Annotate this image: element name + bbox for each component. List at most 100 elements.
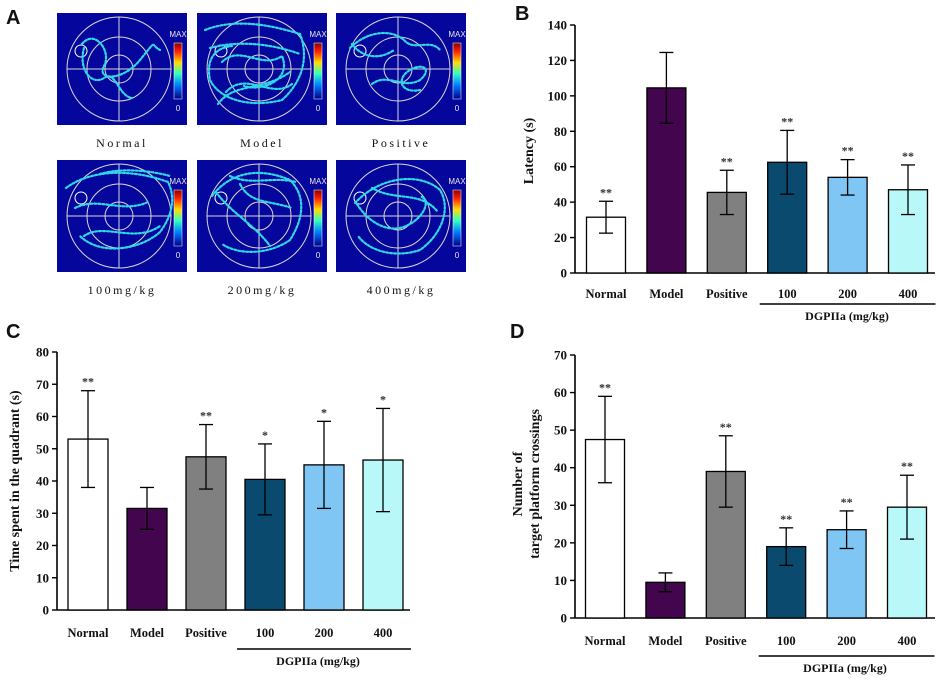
y-tick-label: 0	[43, 603, 50, 618]
heat-scale-min-label: 0	[176, 251, 181, 260]
heatmap-tile: MAX 0	[197, 160, 327, 272]
heat-scale-bar	[452, 42, 462, 100]
category-label: 100	[256, 626, 275, 640]
platform-marker	[353, 191, 367, 205]
y-tick-label: 140	[548, 18, 568, 33]
significance-marker: *	[380, 392, 386, 406]
y-tick-label: 20	[554, 230, 567, 245]
panel-d-letter: D	[510, 321, 524, 343]
heat-scale-min-label: 0	[316, 104, 321, 113]
category-label: Model	[649, 287, 684, 301]
panel-b-group-label: DGPIIa (mg/kg)	[805, 309, 889, 323]
heatmap-label: 200mg/kg	[228, 283, 297, 297]
y-tick-label: 80	[554, 124, 567, 139]
panel-b-y-axis-label: Latency (s)	[522, 117, 537, 184]
heat-scale-max-label: MAX	[309, 177, 327, 186]
y-tick-label: 70	[36, 377, 49, 392]
heatmap-label: 400mg/kg	[367, 283, 436, 297]
swim-trajectory	[98, 169, 172, 178]
category-label: 200	[315, 626, 334, 640]
swim-trajectory	[73, 200, 162, 238]
swim-trajectory	[203, 22, 305, 105]
significance-marker: **	[599, 380, 611, 394]
heatmap-tile: MAX 0	[57, 13, 187, 125]
panel-b-chart: 0 20 40 60 80 100 120 140 ** Normal Model ** Positiv…	[548, 18, 936, 305]
y-tick-label: 60	[36, 409, 49, 424]
significance-marker: **	[82, 375, 94, 389]
swim-trajectory	[208, 42, 302, 106]
panel-d-chart: 0 10 20 30 40 50 60 70 ** Normal Model ** Positive **…	[554, 348, 935, 657]
significance-marker: **	[720, 420, 732, 434]
significance-marker: **	[841, 495, 853, 509]
y-tick-label: 30	[554, 498, 567, 513]
significance-marker: **	[200, 409, 212, 423]
panel-c-y-axis-label: Time spent in the quadrant (s)	[8, 390, 23, 572]
significance-marker: *	[262, 428, 268, 442]
swim-trajectory	[353, 178, 446, 255]
heatmap-tile: MAX 0	[57, 160, 187, 272]
y-tick-label: 120	[548, 53, 568, 68]
swim-trajectory	[370, 65, 427, 92]
y-tick-label: 10	[554, 573, 567, 588]
platform-marker	[214, 191, 228, 205]
panel-b-letter: B	[515, 3, 529, 25]
heatmap-tile: MAX 0	[197, 13, 327, 125]
heat-scale-bar	[313, 189, 323, 247]
significance-marker: **	[901, 459, 913, 473]
y-tick-label: 0	[561, 266, 568, 281]
heatmap-tile: MAX 0	[336, 13, 466, 125]
heatmap-label: 100mg/kg	[88, 283, 157, 297]
panel-a-letter: A	[6, 7, 20, 29]
panel-d-y-axis-label-line2: target platform crossings	[528, 409, 543, 559]
y-tick-label: 40	[554, 195, 567, 210]
platform-marker	[74, 191, 88, 205]
swim-trajectory	[81, 46, 134, 100]
swim-trajectory	[214, 182, 294, 248]
category-label: 400	[898, 634, 917, 648]
significance-marker: **	[781, 114, 793, 128]
category-label: 400	[899, 287, 918, 301]
swim-trajectory	[348, 32, 442, 52]
heat-scale-max-label: MAX	[448, 30, 466, 39]
y-tick-label: 60	[554, 159, 567, 174]
y-tick-label: 70	[554, 348, 567, 363]
category-label: Positive	[185, 626, 227, 640]
swim-trajectory	[228, 174, 298, 184]
heat-scale-min-label: 0	[316, 251, 321, 260]
panel-c-group-label: DGPIIa (mg/kg)	[276, 654, 360, 668]
y-tick-label: 10	[36, 570, 49, 585]
category-label: Model	[648, 634, 683, 648]
y-tick-label: 50	[554, 423, 567, 438]
category-label: Normal	[586, 287, 627, 301]
platform-marker	[74, 44, 88, 58]
y-tick-label: 30	[36, 506, 49, 521]
heat-scale-min-label: 0	[176, 104, 181, 113]
significance-marker: *	[321, 405, 327, 419]
heat-scale-max-label: MAX	[309, 30, 327, 39]
category-label: Normal	[585, 634, 626, 648]
significance-marker: **	[721, 154, 733, 168]
category-label: 100	[778, 287, 797, 301]
heatmap-tile: MAX 0	[336, 160, 466, 272]
y-tick-label: 80	[36, 345, 49, 360]
heat-scale-bar	[173, 189, 183, 247]
swim-trajectory	[210, 171, 303, 253]
category-label: 200	[837, 634, 856, 648]
category-label: 100	[777, 634, 796, 648]
y-tick-label: 20	[554, 535, 567, 550]
category-label: Normal	[68, 626, 109, 640]
platform-marker	[353, 44, 367, 58]
y-tick-label: 40	[36, 474, 49, 489]
y-tick-label: 20	[36, 538, 49, 553]
panel-d-group-label: DGPIIa (mg/kg)	[803, 661, 887, 675]
y-tick-label: 0	[561, 611, 568, 626]
heat-scale-max-label: MAX	[448, 177, 466, 186]
y-tick-label: 50	[36, 441, 49, 456]
category-label: Positive	[706, 287, 748, 301]
heat-scale-max-label: MAX	[169, 177, 187, 186]
category-label: Model	[130, 626, 165, 640]
panel-a-heatmaps: MAX 0 Normal MAX 0 Model MAX 0 Positive MAX 0 100mg…	[57, 13, 466, 297]
swim-trajectory	[355, 194, 427, 230]
y-tick-label: 40	[554, 460, 567, 475]
heatmap-label: Model	[240, 136, 284, 150]
